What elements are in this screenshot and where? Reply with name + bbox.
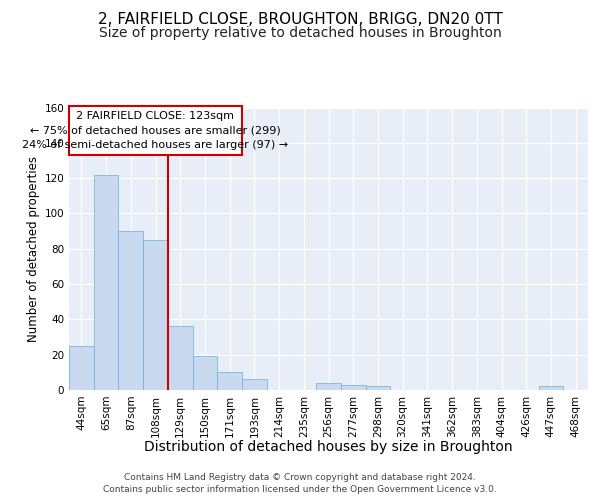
Bar (143, 240, 168, 390)
Bar (242, 380, 267, 390)
Text: 2, FAIRFIELD CLOSE, BROUGHTON, BRIGG, DN20 0TT: 2, FAIRFIELD CLOSE, BROUGHTON, BRIGG, DN… (98, 12, 502, 28)
Bar (316, 383, 341, 390)
Bar (539, 386, 563, 390)
Bar (69, 346, 94, 390)
Text: Distribution of detached houses by size in Broughton: Distribution of detached houses by size … (145, 440, 513, 454)
Bar (118, 231, 143, 390)
Bar (94, 174, 118, 390)
Bar (217, 372, 242, 390)
Bar (193, 356, 217, 390)
Text: 2 FAIRFIELD CLOSE: 123sqm
← 75% of detached houses are smaller (299)
24% of semi: 2 FAIRFIELD CLOSE: 123sqm ← 75% of detac… (22, 110, 289, 150)
Text: Size of property relative to detached houses in Broughton: Size of property relative to detached ho… (98, 26, 502, 40)
Bar (365, 386, 390, 390)
Bar (168, 326, 193, 390)
Text: Contains HM Land Registry data © Crown copyright and database right 2024.
Contai: Contains HM Land Registry data © Crown c… (103, 472, 497, 494)
Bar (341, 384, 365, 390)
Y-axis label: Number of detached properties: Number of detached properties (27, 156, 40, 342)
